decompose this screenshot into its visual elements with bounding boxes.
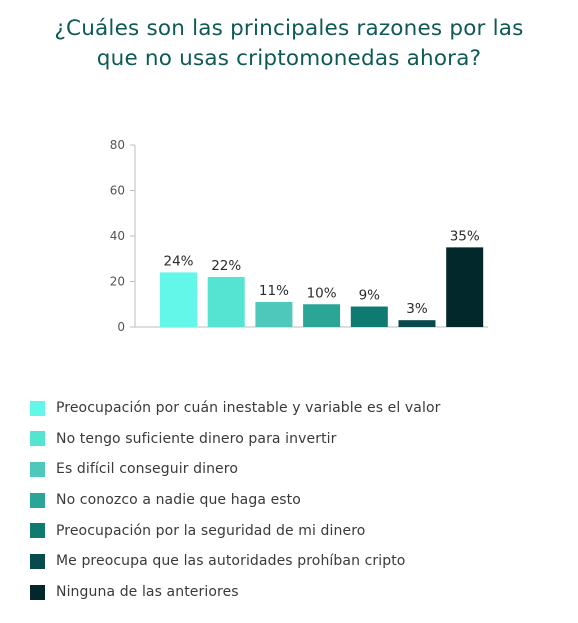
legend-swatch	[30, 461, 45, 477]
legend-item: No tengo suficiente dinero para invertir	[30, 429, 441, 449]
bar-value-label: 22%	[211, 258, 241, 274]
legend-label: Preocupación por cuán inestable y variab…	[56, 400, 441, 416]
legend-swatch	[30, 584, 45, 600]
bar	[255, 301, 293, 327]
legend-label: Preocupación por la seguridad de mi dine…	[56, 522, 366, 539]
legend-item: Preocupación por la seguridad de mi dine…	[30, 521, 441, 541]
bar-value-label: 9%	[359, 288, 381, 304]
legend-label: Ninguna de las anteriores	[56, 584, 239, 601]
legend-label: No tengo suficiente dinero para invertir	[56, 430, 337, 447]
chart-title-line-1: ¿Cuáles son las principales razones por …	[54, 16, 524, 41]
bar-value-label: 10%	[307, 285, 337, 301]
legend-item: Me preocupa que las autoridades prohíban…	[30, 551, 441, 571]
bar	[303, 304, 341, 327]
y-tick-label: 20	[110, 275, 125, 289]
bar	[160, 272, 197, 327]
bar	[207, 276, 245, 327]
bar	[350, 306, 388, 327]
bar	[446, 247, 484, 327]
legend-swatch	[30, 523, 45, 539]
bar-value-label: 35%	[450, 228, 480, 244]
legend-label: No conozco a nadie que haga esto	[56, 492, 301, 509]
y-tick-label: 60	[110, 184, 125, 198]
legend-item: Preocupación por cuán inestable y variab…	[30, 398, 441, 418]
legend-label: Es difícil conseguir dinero	[56, 461, 238, 478]
bar	[398, 320, 436, 327]
y-tick-label: 80	[110, 138, 125, 152]
bar-chart: 0 20 40 60 80 24% 22% 11% 10% 9% 3% 35%	[110, 138, 488, 334]
legend-item: Ninguna de las anteriores	[30, 582, 441, 602]
y-tick-label: 40	[110, 229, 125, 243]
legend-swatch	[30, 553, 45, 569]
legend-swatch	[30, 431, 45, 447]
chart-title-line-2: que no usas criptomonedas ahora?	[96, 46, 482, 71]
chart-title: ¿Cuáles son las principales razones por …	[0, 14, 578, 74]
legend-label: Me preocupa que las autoridades prohíban…	[56, 553, 406, 570]
legend-swatch	[30, 400, 45, 416]
chart-legend: Preocupación por cuán inestable y variab…	[30, 398, 441, 613]
bar-value-label: 11%	[259, 283, 289, 299]
legend-item: No conozco a nadie que haga esto	[30, 490, 441, 510]
y-tick-label: 0	[117, 320, 125, 334]
bar-value-label: 24%	[163, 253, 193, 269]
legend-swatch	[30, 492, 45, 508]
bar-value-label: 3%	[406, 301, 428, 317]
legend-item: Es difícil conseguir dinero	[30, 459, 441, 479]
